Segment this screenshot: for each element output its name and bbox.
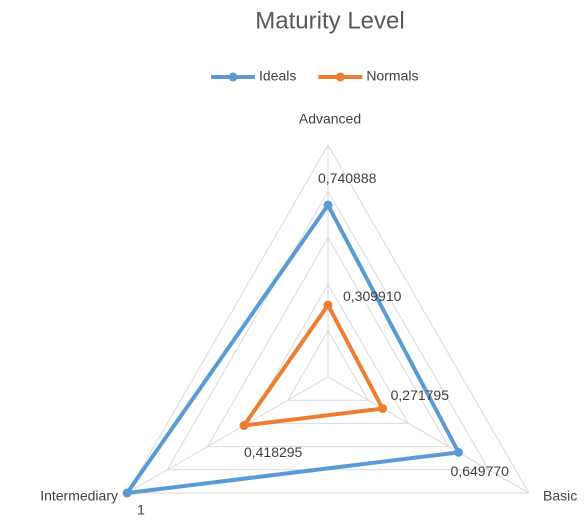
data-point (454, 447, 464, 457)
data-label: 0,271795 (391, 387, 450, 403)
legend-marker (228, 72, 238, 82)
data-point (323, 200, 333, 210)
spoke (327, 376, 530, 494)
grid-ring (126, 144, 530, 494)
data-label: 0,649770 (451, 463, 510, 479)
data-point (378, 404, 388, 414)
data-point (239, 421, 249, 431)
data-label: 1 (137, 502, 145, 518)
legend-label: Normals (366, 68, 418, 84)
series-line (241, 303, 385, 428)
category-label: Advanced (299, 111, 361, 127)
data-label: 0,740888 (318, 170, 377, 186)
grid-ring (206, 236, 450, 448)
category-label: Basic (543, 488, 577, 504)
chart-title: Maturity Level (255, 7, 404, 34)
data-point (122, 488, 132, 498)
data-label: 0,418295 (244, 444, 303, 460)
legend-marker (335, 72, 345, 82)
category-label: Intermediary (40, 488, 118, 504)
grid-ring (246, 283, 410, 424)
grid-ring (286, 329, 370, 401)
legend-label: Ideals (259, 68, 296, 84)
series-line (125, 203, 461, 495)
data-label: 0,309910 (343, 288, 402, 304)
data-point (323, 300, 333, 310)
spoke (126, 376, 329, 494)
